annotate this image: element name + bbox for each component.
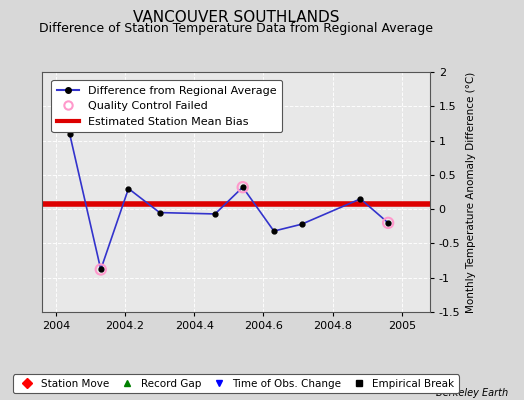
Point — [96, 266, 105, 273]
Legend: Difference from Regional Average, Quality Control Failed, Estimated Station Mean: Difference from Regional Average, Qualit… — [51, 80, 282, 132]
Point — [384, 220, 392, 226]
Text: VANCOUVER SOUTHLANDS: VANCOUVER SOUTHLANDS — [133, 10, 339, 25]
Text: Berkeley Earth: Berkeley Earth — [436, 388, 508, 398]
Y-axis label: Monthly Temperature Anomaly Difference (°C): Monthly Temperature Anomaly Difference (… — [466, 71, 476, 313]
Legend: Station Move, Record Gap, Time of Obs. Change, Empirical Break: Station Move, Record Gap, Time of Obs. C… — [13, 374, 458, 393]
Text: Difference of Station Temperature Data from Regional Average: Difference of Station Temperature Data f… — [39, 22, 433, 35]
Point — [238, 184, 247, 190]
